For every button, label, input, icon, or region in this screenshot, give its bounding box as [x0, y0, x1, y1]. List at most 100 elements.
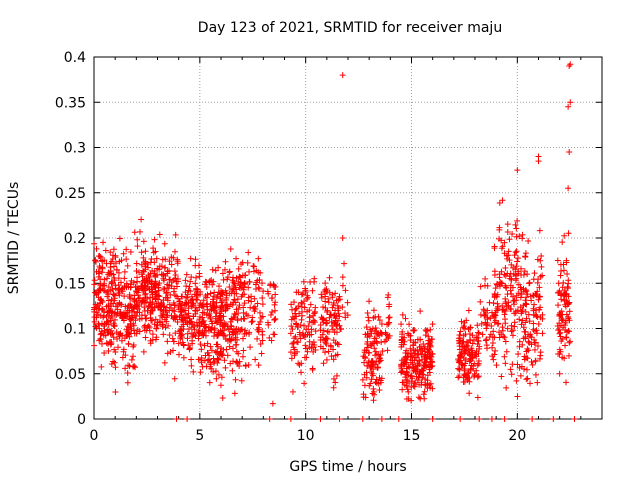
data-point	[384, 332, 391, 339]
data-point	[531, 346, 538, 353]
data-point	[220, 331, 227, 338]
data-point	[324, 328, 331, 335]
data-point	[123, 333, 130, 340]
data-point	[218, 316, 225, 323]
data-point	[412, 363, 419, 370]
data-point	[239, 335, 246, 342]
data-point	[363, 324, 370, 331]
data-point	[98, 269, 105, 276]
data-point	[561, 296, 568, 303]
data-point	[95, 321, 102, 328]
data-point	[116, 300, 123, 307]
data-point	[475, 358, 482, 365]
data-point	[490, 328, 497, 335]
data-point	[566, 308, 573, 315]
data-point	[324, 307, 331, 314]
data-point	[227, 245, 234, 252]
data-point	[222, 321, 229, 328]
data-point	[105, 284, 112, 291]
data-point	[254, 300, 261, 307]
data-point	[491, 293, 498, 300]
data-point	[267, 312, 274, 319]
data-point	[564, 270, 571, 277]
data-point	[323, 356, 330, 363]
data-point	[186, 315, 193, 322]
data-point	[136, 309, 143, 316]
data-point	[326, 314, 333, 321]
data-point	[171, 248, 178, 255]
data-point	[288, 323, 295, 330]
data-point	[385, 291, 392, 298]
data-point	[464, 342, 471, 349]
data-point	[131, 229, 138, 236]
data-point	[162, 273, 169, 280]
data-point	[562, 317, 569, 324]
data-point	[161, 285, 168, 292]
data-point	[121, 284, 128, 291]
data-point	[200, 319, 207, 326]
data-point	[107, 307, 114, 314]
data-point	[518, 265, 525, 272]
data-point	[171, 338, 178, 345]
data-point	[487, 315, 494, 322]
data-point	[533, 330, 540, 337]
data-point	[401, 334, 408, 341]
data-point	[107, 267, 114, 274]
data-point	[505, 248, 512, 255]
data-point	[116, 290, 123, 297]
data-point	[198, 359, 205, 366]
data-point	[468, 345, 475, 352]
data-point	[530, 307, 537, 314]
data-point	[166, 301, 173, 308]
data-point	[460, 332, 467, 339]
data-point	[318, 294, 325, 301]
y-tick-label: 0.25	[55, 186, 86, 202]
data-point	[459, 361, 466, 368]
data-point	[202, 332, 209, 339]
data-point	[524, 345, 531, 352]
data-point	[403, 396, 410, 403]
y-axis-label: SRMTID / TECUs	[6, 182, 22, 295]
data-point	[155, 287, 162, 294]
data-point	[91, 240, 98, 247]
data-point	[188, 274, 195, 281]
data-point	[206, 356, 213, 363]
data-point	[126, 293, 133, 300]
data-point	[97, 300, 104, 307]
data-point	[308, 326, 315, 333]
data-point	[131, 297, 138, 304]
data-point	[208, 318, 215, 325]
data-point	[217, 382, 224, 389]
data-point	[429, 351, 436, 358]
data-point	[290, 344, 297, 351]
data-point	[106, 270, 113, 277]
data-point	[231, 280, 238, 287]
data-point	[513, 233, 520, 240]
data-point	[209, 281, 216, 288]
data-point	[219, 351, 226, 358]
data-point	[465, 339, 472, 346]
data-point	[208, 347, 215, 354]
data-point	[372, 379, 379, 386]
data-point	[111, 295, 118, 302]
data-point	[328, 353, 335, 360]
data-point	[424, 327, 431, 334]
data-point	[536, 293, 543, 300]
data-point	[242, 272, 249, 279]
data-point	[216, 283, 223, 290]
data-point	[309, 287, 316, 294]
data-point	[304, 308, 311, 315]
data-point	[142, 282, 149, 289]
data-point	[537, 304, 544, 311]
data-point	[421, 359, 428, 366]
data-point	[525, 338, 532, 345]
data-point	[522, 308, 529, 315]
data-point	[254, 326, 261, 333]
data-point	[210, 307, 217, 314]
data-point	[112, 388, 119, 395]
data-point	[378, 331, 385, 338]
data-point	[232, 299, 239, 306]
data-point	[152, 316, 159, 323]
data-point	[565, 327, 572, 334]
data-point	[127, 248, 134, 255]
